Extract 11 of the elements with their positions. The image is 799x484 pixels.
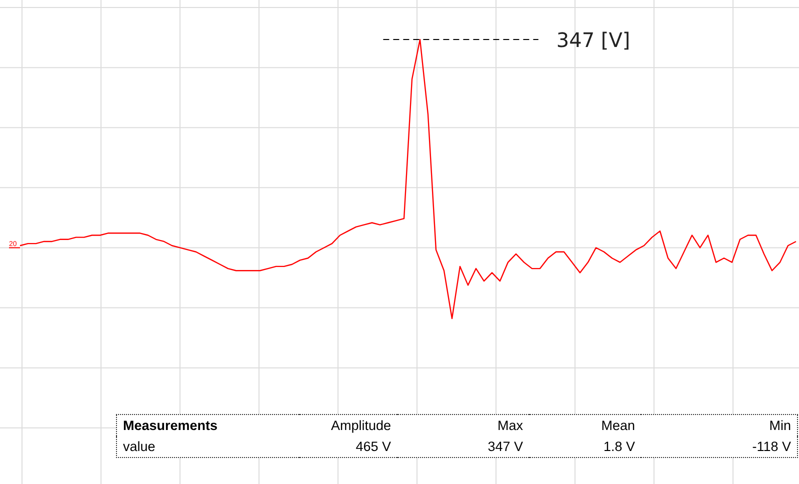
- text: Mean: [600, 417, 636, 435]
- text: 1.8 V: [602, 438, 636, 456]
- text: Max: [496, 417, 524, 435]
- text: Min: [768, 417, 792, 435]
- text: value: [122, 438, 156, 456]
- text: 347 V: [486, 438, 524, 456]
- text: 465 V: [354, 438, 392, 456]
- ref-line-label: 347 [V]: [556, 28, 630, 52]
- text: Amplitude: [330, 417, 392, 435]
- text: -118 V: [751, 438, 792, 456]
- text: Measurements: [122, 417, 219, 435]
